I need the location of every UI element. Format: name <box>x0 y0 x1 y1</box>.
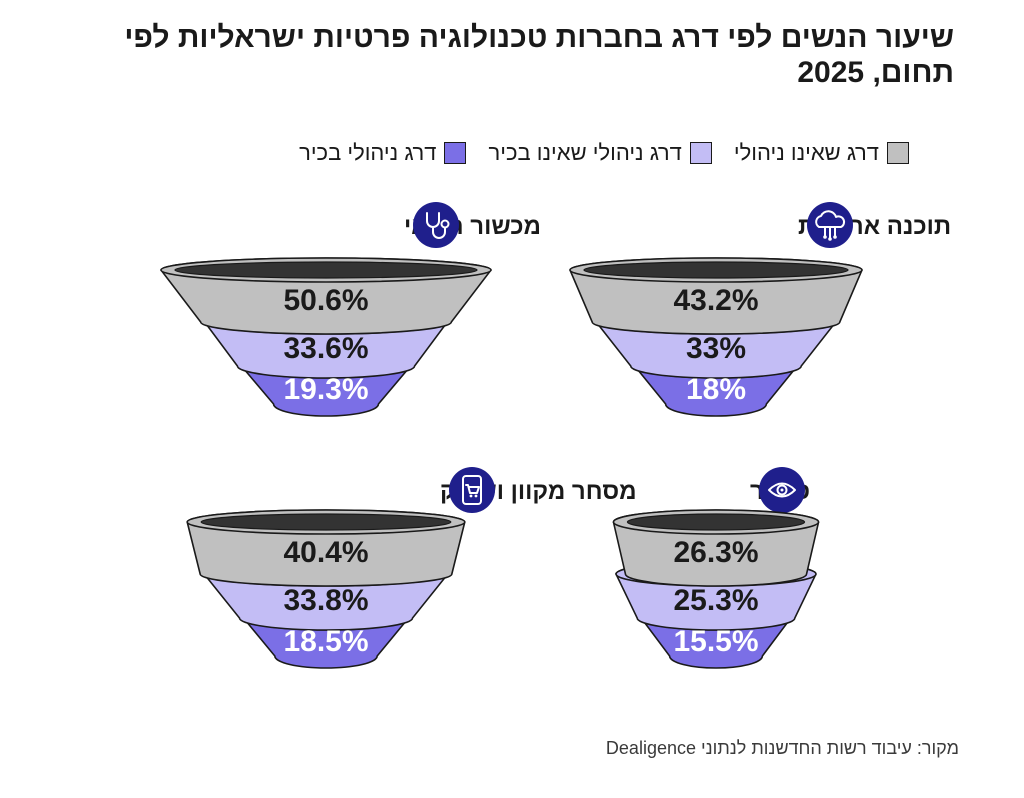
segment-value-label: 15.5% <box>673 625 758 658</box>
network-node <box>833 235 837 239</box>
segment-value-label: 33% <box>686 332 746 365</box>
segment-value-label: 50.6% <box>283 284 368 317</box>
segment-value-label: 18.5% <box>283 625 368 658</box>
legend-label-senior-managerial: דרג ניהולי בכיר <box>299 140 437 165</box>
legend-swatch-non-managerial <box>887 142 909 164</box>
legend-label-mid-managerial: דרג ניהולי שאינו בכיר <box>488 140 682 165</box>
shopping-cart-phone-icon-bg <box>449 467 495 513</box>
segment-value-label: 25.3% <box>673 584 758 617</box>
legend-item-non-managerial: דרג שאינו ניהולי <box>734 140 909 166</box>
legend: דרג שאינו ניהולי דרג ניהולי שאינו בכיר ד… <box>299 140 909 166</box>
funnel-opening <box>200 513 452 531</box>
funnel-opening <box>583 261 849 279</box>
cloud-network-icon-bg <box>807 202 853 248</box>
network-node <box>828 237 832 241</box>
segment-value-label: 33.6% <box>283 332 368 365</box>
stethoscope-icon-bg <box>413 202 459 248</box>
legend-swatch-mid-managerial <box>689 142 712 164</box>
cart-shape <box>465 484 480 494</box>
segment-value-label: 18% <box>686 373 746 406</box>
stethoscope-chest <box>440 219 450 229</box>
eye-iris <box>776 484 788 496</box>
legend-item-mid-managerial: דרג ניהולי שאינו בכיר <box>488 140 712 166</box>
eye-outline <box>768 482 796 498</box>
funnel-opening <box>174 261 478 279</box>
funnel-panel: סייבר26.3%25.3%15.5% <box>612 467 820 669</box>
segment-value-label: 19.3% <box>283 373 368 406</box>
segment-value-label: 26.3% <box>673 536 758 569</box>
source-note: מקור: עיבוד רשות החדשנות לנתוני Dealigen… <box>605 738 959 758</box>
legend-item-senior-managerial: דרג ניהולי בכיר <box>299 140 467 166</box>
segment-value-label: 33.8% <box>283 584 368 617</box>
funnel-opening <box>626 513 806 531</box>
network-node <box>823 235 827 239</box>
cart-wheel <box>469 494 473 498</box>
eye-pupil <box>780 488 784 492</box>
legend-swatch-senior-managerial <box>444 142 467 164</box>
cloud-shape <box>815 210 846 228</box>
segment-value-label: 40.4% <box>283 536 368 569</box>
cart-wheel <box>474 494 478 498</box>
network-lines <box>824 227 836 239</box>
phone-frame <box>462 475 482 505</box>
chart-title: שיעור הנשים לפי דרג בחברות טכנולוגיה פרט… <box>124 21 954 89</box>
stethoscope-tube <box>426 212 446 239</box>
segment-value-label: 43.2% <box>673 284 758 317</box>
legend-label-non-managerial: דרג שאינו ניהולי <box>733 140 879 165</box>
